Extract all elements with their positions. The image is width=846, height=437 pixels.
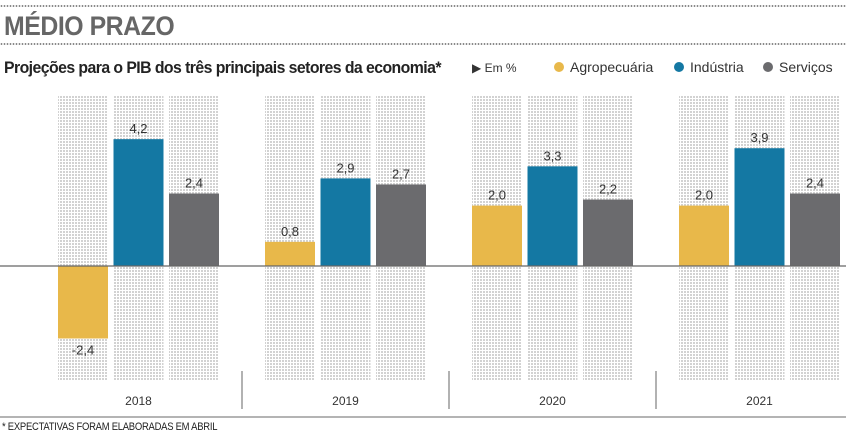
- data-label: 4,2: [129, 121, 147, 136]
- bar-serviços-2020: [583, 199, 633, 266]
- page-title: MÉDIO PRAZO: [4, 11, 175, 41]
- data-label: 2,7: [392, 166, 410, 181]
- data-label: 3,9: [750, 130, 768, 145]
- data-label: 2,0: [488, 188, 506, 203]
- bar-serviços-2021: [790, 193, 840, 266]
- bar-indústria-2019: [320, 178, 371, 266]
- data-label: 2,0: [695, 188, 713, 203]
- bar-serviços-2018: [169, 193, 219, 266]
- bar-agropecuária-2021: [679, 205, 729, 266]
- data-label: -2,4: [72, 342, 94, 357]
- bar-serviços-2019: [376, 184, 426, 266]
- chart-subtitle: Projeções para o PIB dos três principais…: [4, 58, 441, 77]
- data-label: 2,4: [806, 176, 824, 191]
- legend-label: Indústria: [690, 59, 744, 75]
- data-label: 2,4: [185, 176, 203, 191]
- legend-item-industria: Indústria: [674, 59, 744, 75]
- legend-item-servicos: Serviços: [763, 59, 833, 75]
- legend-dot-industria-icon: [674, 62, 684, 72]
- legend-dot-agropecuaria-icon: [554, 62, 564, 72]
- bar-agropecuária-2019: [265, 241, 315, 266]
- footnote: * EXPECTATIVAS FORAM ELABORADAS EM ABRIL: [2, 421, 218, 433]
- bar-indústria-2021: [734, 148, 785, 266]
- bar-indústria-2018: [113, 139, 164, 266]
- bar-agropecuária-2020: [472, 205, 522, 266]
- bar-agropecuária-2018: [58, 266, 108, 339]
- top-dotted-rule: [0, 5, 846, 7]
- legend-dot-servicos-icon: [763, 62, 773, 72]
- dotted-column-bg: [265, 95, 315, 381]
- unit-label: ▶ Em %: [472, 61, 517, 75]
- legend-item-agropecuaria: Agropecuária: [554, 59, 653, 75]
- x-tick-label: 2020: [539, 394, 566, 408]
- data-label: 3,3: [543, 148, 561, 163]
- x-tick-label: 2018: [125, 394, 152, 408]
- title-dotted-rule: [0, 43, 846, 45]
- data-label: 0,8: [281, 224, 299, 239]
- x-tick-label: 2019: [332, 394, 359, 408]
- legend-label: Agropecuária: [570, 59, 654, 75]
- data-label: 2,2: [599, 182, 617, 197]
- bar-indústria-2020: [527, 166, 578, 266]
- data-label: 2,9: [336, 160, 354, 175]
- legend-label: Serviços: [779, 59, 833, 75]
- x-tick-label: 2021: [746, 394, 773, 408]
